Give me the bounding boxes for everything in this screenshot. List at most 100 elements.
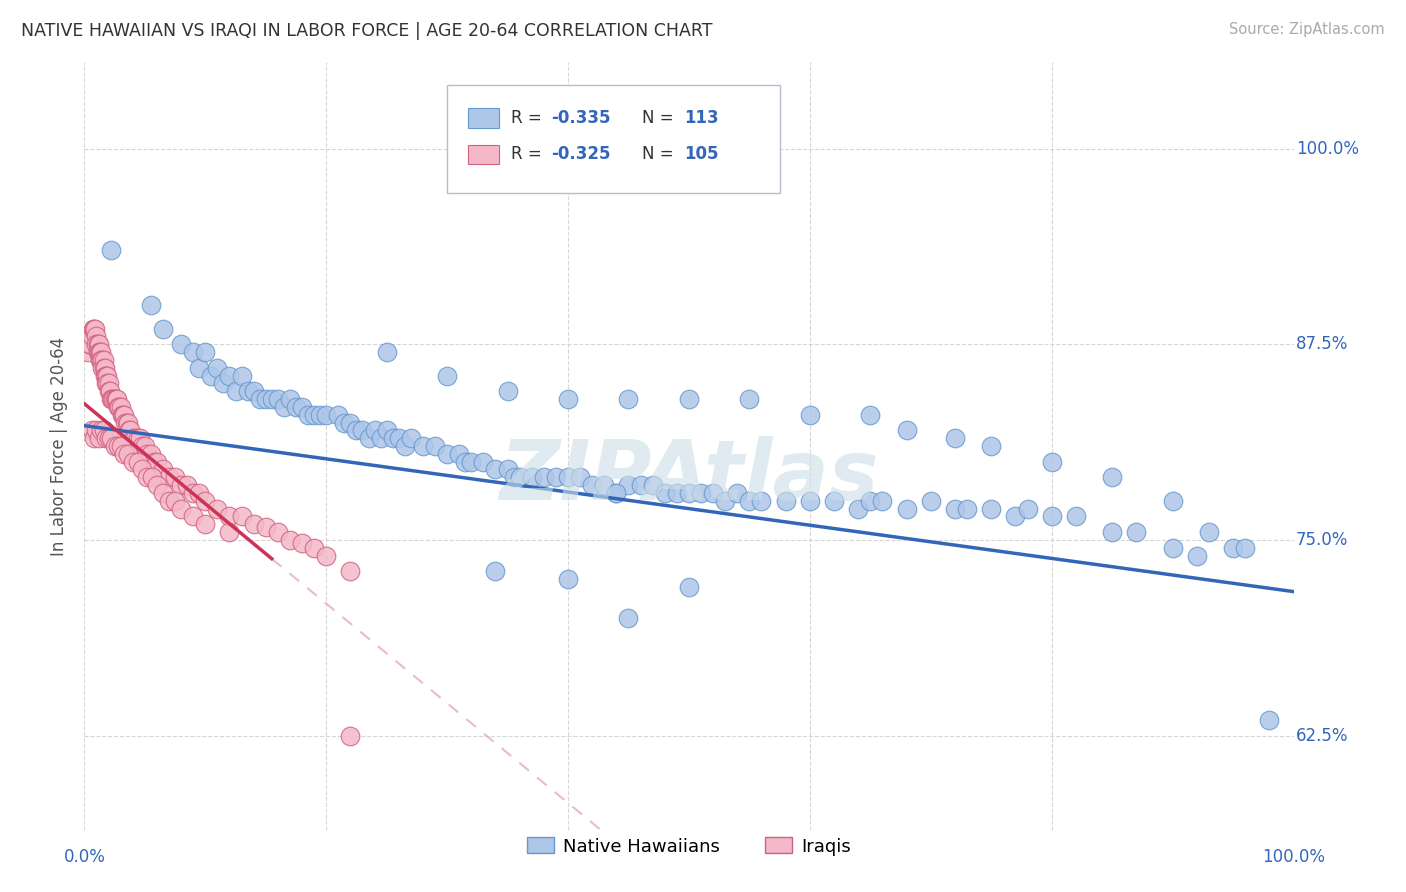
Text: 0.0%: 0.0% (63, 848, 105, 866)
Point (134, 439, 156, 453)
Point (544, 470, 567, 484)
Point (533, 470, 555, 484)
Point (454, 455, 477, 469)
Point (114, 416, 136, 430)
Point (89, 352, 111, 367)
Point (100, 392, 122, 406)
Point (291, 536, 314, 550)
Text: -0.325: -0.325 (551, 145, 610, 163)
Point (738, 392, 761, 406)
Point (509, 470, 531, 484)
Point (112, 447, 135, 461)
Point (593, 478, 616, 492)
Point (225, 384, 247, 399)
Point (725, 486, 748, 500)
Point (449, 447, 471, 461)
Point (90, 423, 112, 437)
Point (956, 501, 979, 516)
Point (181, 486, 204, 500)
Point (107, 439, 129, 453)
Point (333, 416, 356, 430)
Text: ZIPAtlas: ZIPAtlas (499, 436, 879, 517)
Point (388, 431, 411, 445)
Point (117, 416, 139, 430)
Point (284, 400, 308, 414)
Point (678, 486, 700, 500)
Text: -0.335: -0.335 (551, 110, 610, 128)
Point (83, 321, 105, 335)
Point (143, 455, 166, 469)
FancyBboxPatch shape (468, 145, 499, 164)
Point (242, 517, 264, 532)
Point (412, 439, 434, 453)
Point (472, 455, 495, 469)
Point (139, 447, 162, 461)
Point (94, 368, 117, 383)
Point (107, 400, 129, 414)
Point (751, 493, 773, 508)
Point (1161, 493, 1184, 508)
Point (218, 368, 240, 383)
Point (678, 580, 700, 594)
Point (273, 400, 295, 414)
Point (775, 493, 797, 508)
Point (90, 345, 112, 359)
Point (484, 564, 506, 578)
Point (89, 345, 111, 359)
Point (207, 360, 229, 375)
Point (194, 493, 217, 508)
Text: 105: 105 (685, 145, 718, 163)
Point (82, 321, 104, 335)
Point (569, 470, 592, 484)
Point (94, 431, 117, 445)
Point (100, 431, 122, 445)
Point (181, 345, 204, 359)
Legend: Native Hawaiians, Iraqis: Native Hawaiians, Iraqis (520, 830, 858, 863)
Point (129, 431, 152, 445)
Point (581, 478, 603, 492)
Point (1064, 509, 1087, 524)
Point (291, 400, 314, 414)
Point (1234, 541, 1257, 555)
Point (80, 423, 103, 437)
Point (231, 368, 253, 383)
Point (86, 337, 108, 351)
Point (859, 408, 882, 422)
Point (120, 423, 142, 437)
Point (1258, 713, 1281, 727)
Point (94, 376, 117, 391)
Point (1101, 525, 1123, 540)
Point (141, 470, 163, 484)
Point (557, 470, 579, 484)
Point (91, 352, 114, 367)
Point (423, 439, 446, 453)
Point (97, 384, 120, 399)
Point (502, 470, 524, 484)
Point (1017, 501, 1039, 516)
Point (242, 384, 264, 399)
Point (278, 392, 301, 406)
Point (104, 392, 127, 406)
Point (91, 360, 114, 375)
Point (665, 486, 688, 500)
Point (370, 431, 392, 445)
Point (104, 392, 127, 406)
Point (617, 611, 640, 625)
Point (297, 408, 319, 422)
Point (152, 486, 174, 500)
Point (346, 423, 368, 437)
Point (86, 329, 108, 343)
Point (381, 431, 404, 445)
Point (1222, 541, 1244, 555)
Point (249, 392, 271, 406)
Point (80, 329, 103, 343)
Point (112, 408, 135, 422)
Point (496, 462, 519, 476)
Point (83, 431, 105, 445)
Point (121, 431, 143, 445)
Point (77, 345, 100, 359)
Point (339, 729, 361, 743)
Point (118, 423, 141, 437)
Point (79, 337, 101, 351)
Point (943, 501, 966, 516)
